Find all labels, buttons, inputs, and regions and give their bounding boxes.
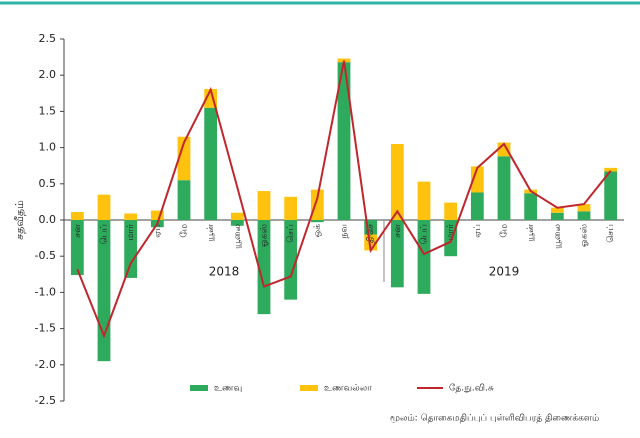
source-note: மூலம்: தொகைமதிப்புப் புள்ளிவிபரத் திணைக்… [390, 414, 599, 424]
bar [604, 171, 618, 220]
x-tick-label: மார் [126, 224, 136, 241]
x-tick-label: சன [393, 224, 403, 238]
bar [70, 212, 84, 220]
bar [390, 143, 404, 220]
bar [550, 207, 564, 213]
x-tick-label: நவ [340, 224, 350, 238]
bar [177, 136, 191, 181]
x-tick-label: யூலை [553, 224, 563, 249]
x-tick-label: ஏப் [473, 224, 483, 238]
bar [124, 220, 138, 278]
bar [497, 156, 511, 220]
bar [577, 204, 591, 212]
bar [550, 212, 564, 220]
y-tick-label: -1.5 [35, 322, 56, 335]
y-tick-label: 1.0 [39, 141, 57, 154]
y-axis-label: சதவீதம் [13, 200, 26, 240]
legend-label: தே.நு.வி.சு [449, 384, 494, 394]
bar [257, 191, 271, 220]
bar [230, 212, 244, 220]
x-tick-label: மே [500, 224, 510, 238]
bar [310, 220, 324, 223]
y-tick-label: -1.0 [35, 285, 56, 298]
bar [284, 196, 298, 220]
y-tick-label: -2.5 [35, 394, 56, 407]
bar [97, 194, 111, 220]
bar [470, 192, 484, 220]
bar [417, 220, 431, 294]
bar [470, 166, 484, 193]
x-tick-label: பெப் [100, 224, 110, 244]
x-tick-label: மார் [446, 224, 456, 241]
legend-swatch [190, 385, 208, 391]
y-tick-label: 0.0 [39, 213, 57, 226]
legend-swatch [300, 385, 318, 391]
x-tick-label: சன [73, 224, 83, 238]
x-tick-label: திசெ [366, 224, 376, 243]
x-tick-label: பெப் [420, 224, 430, 244]
bar [177, 180, 191, 220]
bar [417, 181, 431, 220]
year-label: 2019 [489, 265, 520, 279]
legend-label: உணவல்லா [324, 384, 372, 394]
y-tick-label: 2.5 [39, 32, 57, 45]
bar [284, 220, 298, 300]
x-tick-label: யூன் [526, 224, 536, 242]
y-tick-label: -2.0 [35, 358, 56, 371]
bar [204, 107, 218, 220]
bar [577, 211, 591, 220]
x-tick-label: யூலை [233, 224, 243, 249]
y-tick-label: -0.5 [35, 249, 56, 262]
x-tick-label: ஒக் [313, 224, 323, 238]
bar [310, 189, 324, 220]
bar [604, 167, 618, 172]
bar [70, 220, 84, 276]
x-tick-label: செப் [606, 224, 616, 243]
y-tick-label: 2.0 [39, 68, 57, 81]
bar [524, 193, 538, 220]
x-tick-label: ஓகஸ் [260, 224, 270, 247]
x-tick-label: யூன் [206, 224, 216, 242]
bar [230, 220, 244, 226]
bar [150, 210, 164, 220]
x-tick-label: மே [180, 224, 190, 238]
x-tick-label: ஓகஸ் [580, 224, 590, 247]
line-series [76, 60, 612, 339]
bar [390, 220, 404, 288]
bar [257, 220, 271, 315]
bar [124, 213, 138, 220]
bar [337, 58, 351, 63]
year-label: 2018 [209, 265, 240, 279]
x-tick-label: செப் [286, 224, 296, 243]
x-tick-label: ஏப் [153, 224, 163, 238]
bar [337, 62, 351, 220]
legend-label: உணவு [214, 384, 242, 394]
y-tick-label: 1.5 [39, 104, 57, 117]
bar [444, 202, 458, 220]
bar [444, 220, 458, 257]
y-tick-label: 0.5 [39, 177, 57, 190]
